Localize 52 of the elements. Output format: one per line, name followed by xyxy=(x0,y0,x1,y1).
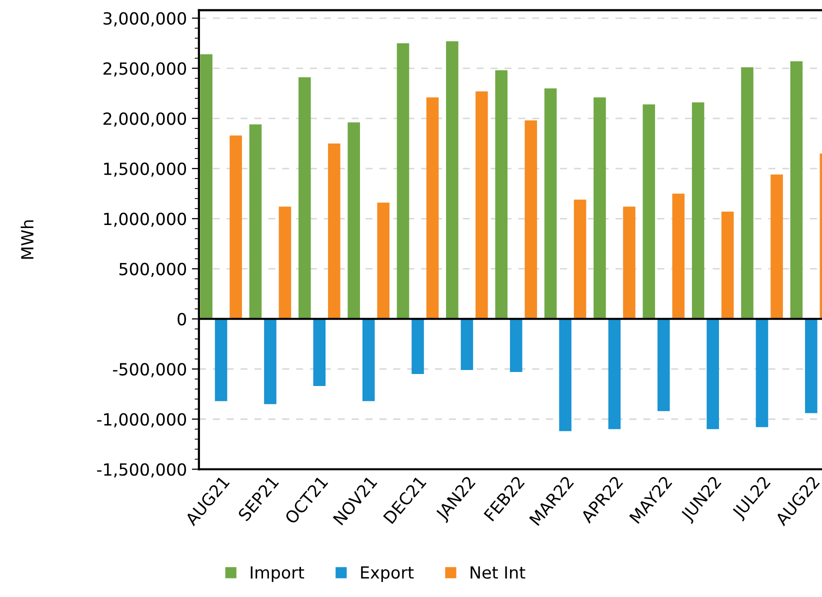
y-tick-label: 2,500,000 xyxy=(104,62,186,77)
bar xyxy=(230,135,242,319)
bar xyxy=(672,194,685,319)
bar xyxy=(805,318,818,414)
bar xyxy=(741,67,754,319)
bar xyxy=(348,122,360,319)
bar xyxy=(495,70,508,319)
bar xyxy=(544,88,557,319)
bar xyxy=(396,43,410,319)
bar xyxy=(214,318,228,402)
y-tick-label: -1,000,000 xyxy=(97,413,186,428)
bar xyxy=(770,174,783,319)
legend-label: Import xyxy=(250,566,304,582)
bar xyxy=(249,124,262,319)
legend-label: Export xyxy=(361,566,414,582)
y-tick-label: -500,000 xyxy=(113,362,186,378)
y-tick-label: -1,500,000 xyxy=(97,463,186,478)
bar xyxy=(706,318,719,430)
bar xyxy=(574,200,586,319)
bar xyxy=(559,318,572,432)
bar xyxy=(412,318,424,374)
bar xyxy=(377,202,390,319)
bar xyxy=(460,318,474,370)
bar xyxy=(692,102,704,319)
bar xyxy=(200,54,212,319)
bar xyxy=(313,318,326,386)
bar xyxy=(524,120,538,319)
y-tick-label: 0 xyxy=(178,312,186,326)
bar xyxy=(278,206,292,319)
bar xyxy=(446,41,458,319)
bar xyxy=(594,97,606,319)
legend-label: Net Int xyxy=(470,566,526,579)
bar xyxy=(264,318,276,404)
y-tick-label: 3,000,000 xyxy=(104,12,186,26)
bar xyxy=(608,318,621,430)
bar xyxy=(476,91,488,319)
bar xyxy=(658,318,670,412)
y-axis-title: MWh xyxy=(20,220,34,259)
bar xyxy=(298,77,311,319)
y-tick-label: 500,000 xyxy=(119,262,186,278)
bar xyxy=(721,212,734,319)
bar xyxy=(623,206,636,319)
bar xyxy=(756,318,768,428)
bar xyxy=(426,97,439,319)
bar xyxy=(790,61,803,319)
y-tick-label: 1,500,000 xyxy=(104,162,186,177)
bar xyxy=(510,318,522,372)
y-tick-label: 2,000,000 xyxy=(104,112,186,127)
bar xyxy=(642,104,656,319)
bar xyxy=(362,318,375,402)
bar xyxy=(328,143,340,319)
y-tick-label: 1,000,000 xyxy=(104,212,186,227)
